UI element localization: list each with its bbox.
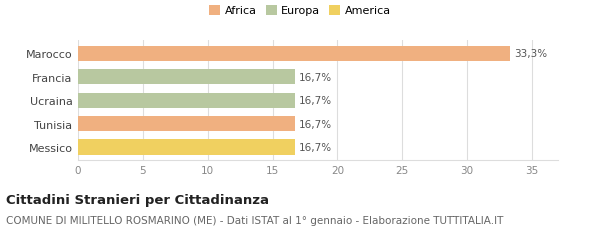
Text: COMUNE DI MILITELLO ROSMARINO (ME) - Dati ISTAT al 1° gennaio - Elaborazione TUT: COMUNE DI MILITELLO ROSMARINO (ME) - Dat…: [6, 215, 503, 225]
Text: 16,7%: 16,7%: [299, 96, 332, 106]
Bar: [78, 70, 295, 85]
Bar: [78, 117, 295, 132]
Legend: Africa, Europa, America: Africa, Europa, America: [209, 5, 391, 16]
Bar: [78, 140, 295, 155]
Text: 16,7%: 16,7%: [299, 73, 332, 82]
Text: 16,7%: 16,7%: [299, 119, 332, 129]
Text: Cittadini Stranieri per Cittadinanza: Cittadini Stranieri per Cittadinanza: [6, 194, 269, 207]
Bar: [78, 93, 295, 108]
Bar: [78, 47, 510, 62]
Text: 33,3%: 33,3%: [514, 49, 547, 59]
Text: 16,7%: 16,7%: [299, 142, 332, 152]
